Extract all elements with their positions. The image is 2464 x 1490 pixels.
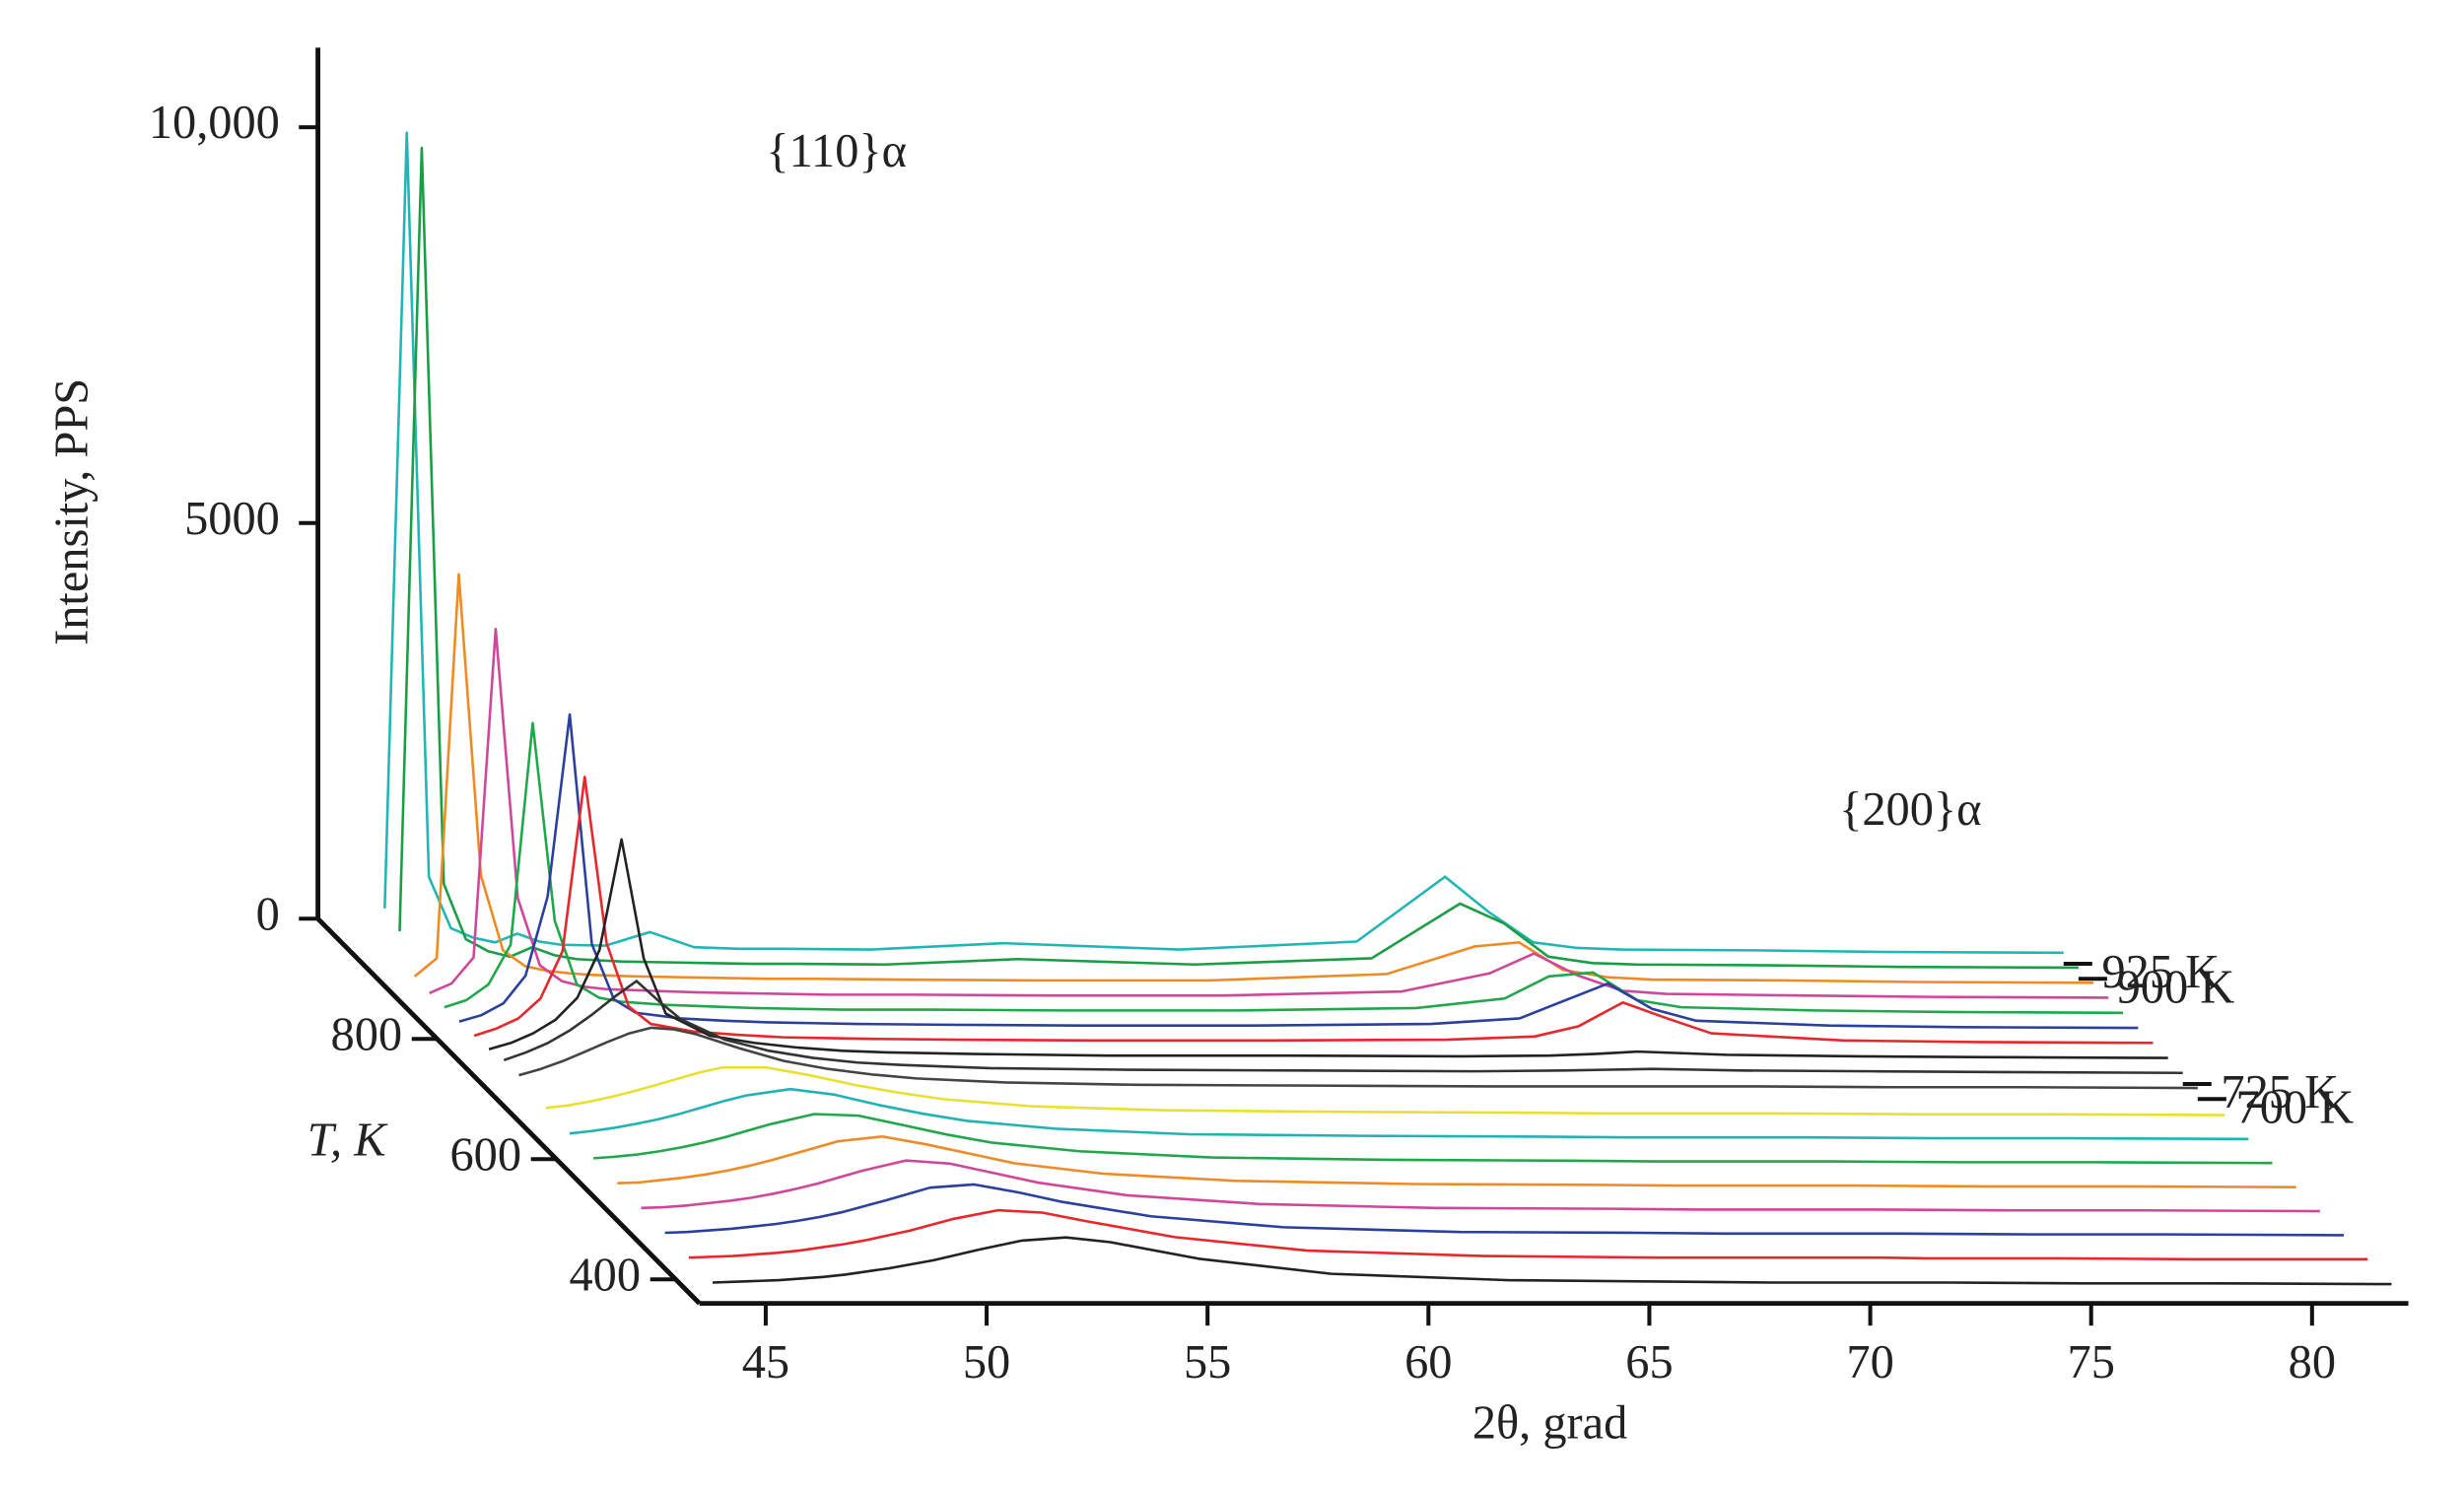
trace — [713, 1236, 2392, 1286]
x-tick-label: 80 — [2289, 1336, 2336, 1388]
y-tick-label: 0 — [256, 888, 280, 940]
x-axis-label: 2θ, grad — [1472, 1397, 1628, 1450]
series-label: 925 K — [2101, 946, 2220, 998]
series-label: 725 K — [2221, 1066, 2339, 1118]
z-axis-label: T, K — [308, 1114, 389, 1166]
trace — [569, 1087, 2249, 1141]
trace — [444, 721, 2124, 1015]
trace — [641, 1159, 2320, 1213]
x-tick-label: 75 — [2068, 1336, 2115, 1388]
x-tick-label: 65 — [1625, 1336, 1673, 1388]
trace — [545, 1065, 2225, 1117]
x-tick-label: 70 — [1846, 1336, 1893, 1388]
trace — [458, 712, 2139, 1030]
x-tick-label: 50 — [963, 1336, 1010, 1388]
x-tick-label: 60 — [1404, 1336, 1452, 1388]
trace — [688, 1208, 2368, 1261]
trace — [518, 1026, 2198, 1090]
trace — [503, 980, 2183, 1075]
trace — [664, 1183, 2345, 1237]
y-tick-label: 10,000 — [149, 97, 280, 149]
trace — [473, 776, 2154, 1045]
trace — [413, 573, 2094, 984]
annotation: {200}α — [1839, 783, 1981, 836]
z-tick-label: 600 — [449, 1128, 521, 1181]
trace — [593, 1113, 2273, 1165]
x-tick-label: 55 — [1184, 1336, 1231, 1388]
z-tick-label: 800 — [331, 1008, 403, 1060]
traces — [383, 131, 2392, 1286]
x-tick-label: 45 — [742, 1336, 789, 1388]
z-tick-label: 400 — [569, 1249, 641, 1301]
annotation: {110}α — [766, 125, 907, 177]
trace — [617, 1134, 2296, 1189]
trace — [398, 146, 2079, 970]
y-tick-label: 5000 — [184, 493, 280, 545]
series-label: 700 K — [2236, 1081, 2355, 1133]
z-axis — [315, 916, 702, 1306]
series-label: 900 K — [2117, 961, 2235, 1013]
y-axis-label: Intensity, PPS — [46, 378, 99, 645]
trace — [383, 131, 2064, 955]
trace — [488, 838, 2168, 1059]
